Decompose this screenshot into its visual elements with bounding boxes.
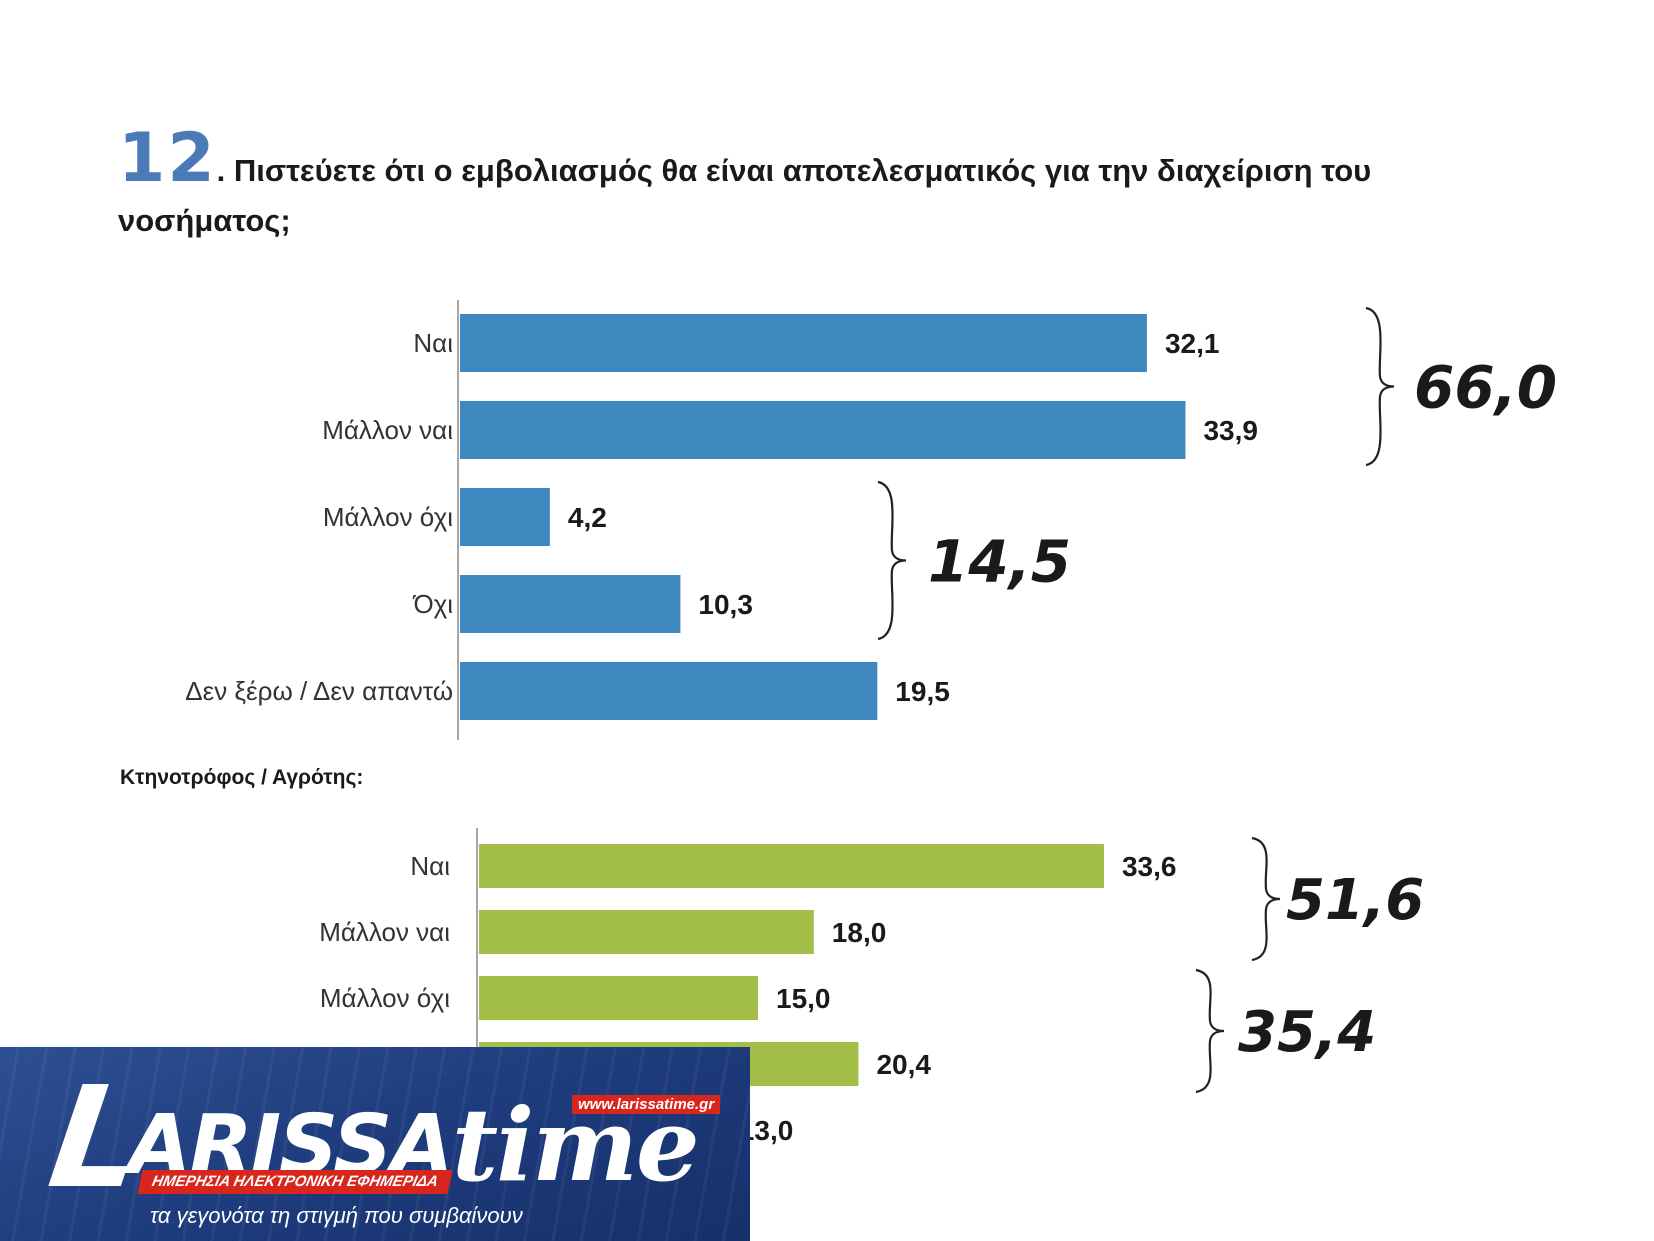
logo-background-streaks <box>0 1047 750 1241</box>
chart1-value-label: 4,2 <box>568 502 607 533</box>
logo-url: www.larissatime.gr <box>572 1095 721 1114</box>
chart2-bar <box>479 844 1104 888</box>
chart1-value-label: 33,9 <box>1203 415 1258 446</box>
chart1-group-total: 66,0 <box>1414 353 1557 421</box>
chart1-value-label: 32,1 <box>1165 328 1220 359</box>
chart2-group-total: 35,4 <box>1238 1000 1376 1065</box>
chart2-value-label: 20,4 <box>876 1049 931 1080</box>
chart2-group-bracket <box>1195 968 1225 1094</box>
chart2-group-total: 51,6 <box>1286 868 1424 933</box>
chart1-category-label: Μάλλον όχι <box>323 502 453 532</box>
chart1-category-label: Ναι <box>413 328 453 358</box>
chart1-bar <box>460 401 1186 459</box>
chart1-group-bracket <box>877 480 907 641</box>
chart2-category-label: Μάλλον όχι <box>320 983 450 1013</box>
chart2-value-label: 15,0 <box>776 983 831 1014</box>
chart2-bar <box>479 976 758 1020</box>
chart1-value-label: 19,5 <box>895 676 950 707</box>
question-number: 12 <box>118 119 217 198</box>
chart1-group-total: 14,5 <box>928 527 1071 595</box>
chart1-category-label: Δεν ξέρω / Δεν απαντώ <box>185 676 453 706</box>
larissatime-logo: L ARISSA time www.larissatime.gr ΗΜΕΡΗΣΙ… <box>0 1047 750 1241</box>
chart2-value-label: 18,0 <box>832 917 887 948</box>
chart1-category-label: Όχι <box>412 589 453 619</box>
chart2-bar <box>479 910 814 954</box>
question-text-line2: νοσήματος; <box>118 203 291 238</box>
logo-band: ΗΜΕΡΗΣΙΑ ΗΛΕΚΤΡΟΝΙΚΗ ΕΦΗΜΕΡΙΔΑ <box>137 1170 453 1194</box>
chart1-bar <box>460 314 1147 372</box>
chart1-bar <box>460 488 550 546</box>
chart2-category-label: Ναι <box>410 851 450 881</box>
chart1-category-label: Μάλλον ναι <box>322 415 453 445</box>
question-text-line1: . Πιστεύετε ότι ο εμβολιασμός θα είναι α… <box>216 153 1372 188</box>
chart2-group-bracket <box>1251 836 1281 962</box>
chart2-value-label: 33,6 <box>1122 851 1177 882</box>
logo-tagline: τα γεγονότα τη στιγμή που συμβαίνουν <box>150 1203 523 1228</box>
chart1-value-label: 10,3 <box>698 589 753 620</box>
chart1-bar <box>460 662 878 720</box>
chart1-bar <box>460 575 681 633</box>
chart2-subtitle: Κτηνοτρόφος / Αγρότης: <box>120 766 364 789</box>
chart2-category-label: Μάλλον ναι <box>319 917 450 947</box>
question-title: 12 . Πιστεύετε ότι ο εμβολιασμός θα είνα… <box>118 125 1578 239</box>
chart1-group-bracket <box>1365 306 1395 467</box>
